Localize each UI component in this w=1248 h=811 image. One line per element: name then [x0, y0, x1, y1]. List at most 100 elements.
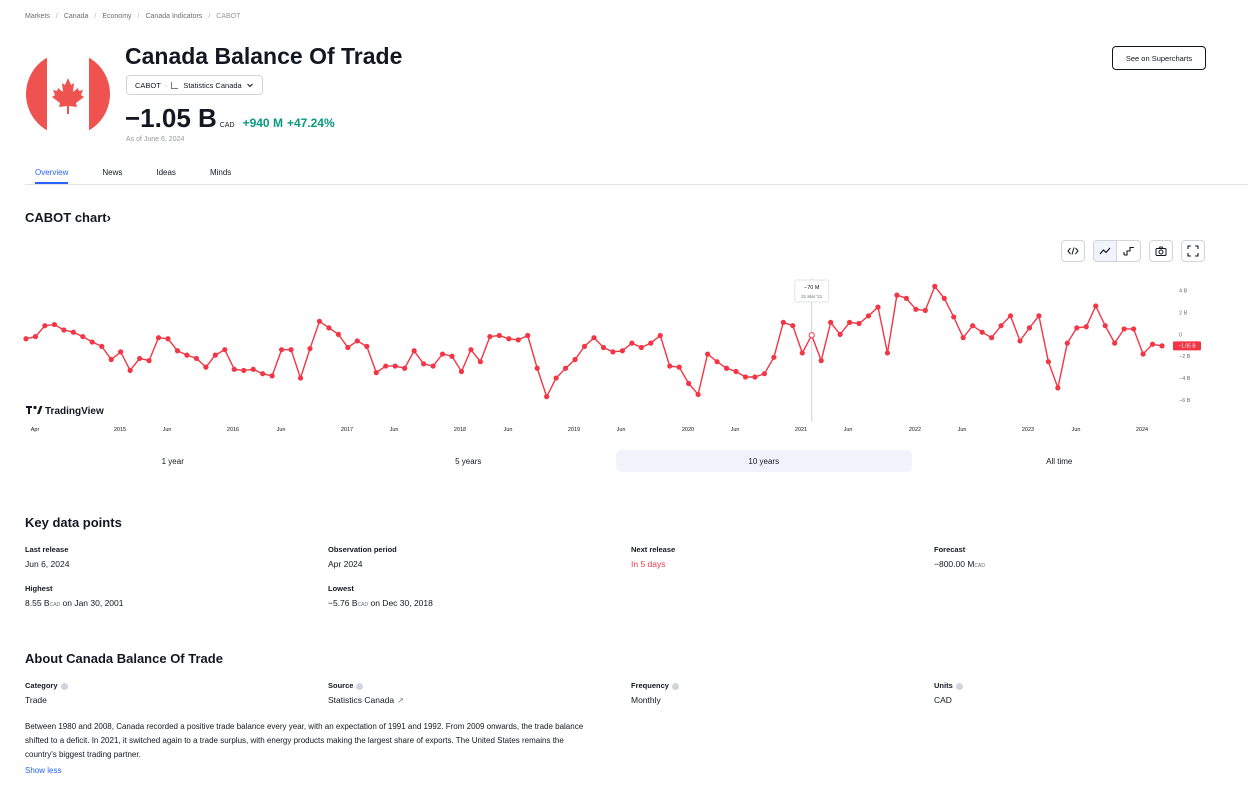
- range-1-year[interactable]: 1 year: [161, 456, 184, 466]
- x-tick-label: 2017: [341, 427, 353, 433]
- breadcrumb-canada[interactable]: Canada: [63, 13, 89, 20]
- data-point: [487, 333, 493, 340]
- info-icon[interactable]: [955, 682, 963, 690]
- data-point: [619, 348, 626, 354]
- data-point: [1083, 324, 1089, 330]
- tradingview-logo: TradingView: [26, 405, 104, 417]
- breadcrumb-markets[interactable]: Markets: [25, 13, 50, 20]
- current-value: −1.05 B CAD +940 M +47.24%: [125, 103, 335, 134]
- show-less-link[interactable]: Show less: [25, 766, 62, 775]
- breadcrumb-economy[interactable]: Economy: [102, 13, 132, 20]
- chart-heading-link[interactable]: CABOT chart›: [25, 210, 111, 225]
- data-point: [165, 336, 171, 342]
- camera-icon: [1155, 246, 1167, 256]
- value-change: +940 M: [242, 116, 283, 130]
- data-point: [439, 351, 446, 357]
- data-point: [563, 365, 569, 371]
- data-point: [989, 335, 995, 341]
- data-point: [1045, 359, 1051, 365]
- as-of-date: As of June 6, 2024: [126, 136, 185, 143]
- data-point: [847, 319, 853, 325]
- data-point: [780, 319, 786, 325]
- data-point: [1074, 325, 1080, 331]
- data-point: [383, 363, 389, 369]
- data-point: [1036, 313, 1042, 319]
- data-point: [581, 343, 588, 350]
- data-point: [42, 323, 48, 329]
- data-point: [970, 323, 976, 329]
- external-link-icon[interactable]: ↗: [397, 696, 404, 705]
- lowest-unit: CAD: [357, 602, 369, 608]
- data-point: [922, 307, 928, 313]
- data-point: [1007, 313, 1014, 319]
- info-icon[interactable]: [356, 682, 364, 690]
- data-point: [89, 339, 95, 345]
- step-chart-button[interactable]: [1117, 240, 1141, 262]
- symbol-source-dropdown[interactable]: CABOT · Statistics Canada: [126, 75, 263, 95]
- snapshot-button[interactable]: [1149, 240, 1173, 262]
- range-10-years[interactable]: 10 years: [616, 450, 912, 472]
- data-point: [733, 368, 739, 375]
- tradingview-logo-slash: [37, 406, 43, 414]
- step-chart-icon: [1122, 246, 1134, 256]
- lowest-value-row: −5.76 BCAD on Dec 30, 2018: [328, 598, 433, 608]
- tab-news[interactable]: News: [102, 168, 123, 177]
- tab-ideas[interactable]: Ideas: [156, 168, 176, 177]
- units-label-row: Units: [934, 681, 963, 690]
- data-point: [279, 347, 285, 353]
- see-on-supercharts-button[interactable]: See on Supercharts: [1112, 46, 1206, 70]
- highest-value: 8.55 B: [25, 598, 50, 608]
- fullscreen-button[interactable]: [1181, 240, 1205, 262]
- tradingview-logo-text: TradingView: [45, 406, 104, 417]
- data-point: [354, 338, 360, 344]
- x-tick-label: Jun: [163, 427, 172, 433]
- data-point: [203, 364, 209, 370]
- source-link[interactable]: Statistics Canada: [328, 695, 395, 705]
- tab-overview[interactable]: Overview: [25, 160, 78, 184]
- data-point: [506, 336, 512, 342]
- data-point: [998, 323, 1004, 329]
- data-point: [250, 366, 256, 372]
- symbol-label: CABOT: [135, 80, 161, 90]
- chart-tooltip: −70 M 31 Mar '21: [794, 279, 830, 303]
- balance-of-trade-chart[interactable]: Apr 2015 Jun 2016 Jun 2017 Jun 2018 Jun 2019 Jun 20…: [0, 270, 1210, 438]
- tab-minds[interactable]: Minds: [209, 168, 232, 177]
- x-tick-label: Jun: [844, 427, 853, 433]
- data-point: [1159, 343, 1165, 349]
- breadcrumb-separator: /: [137, 13, 140, 20]
- last-value-label: −1.05 B: [1173, 341, 1201, 351]
- data-point: [600, 344, 607, 351]
- time-range-selector: 1 year 5 years 10 years All time: [25, 450, 1207, 472]
- tooltip-date: 31 Mar '21: [801, 294, 823, 299]
- data-point: [951, 314, 957, 320]
- range-5-years[interactable]: 5 years: [455, 456, 482, 466]
- breadcrumb-canada-indicators[interactable]: Canada Indicators: [145, 13, 203, 20]
- data-point: [865, 313, 872, 319]
- forecast-label: Forecast: [934, 545, 966, 554]
- data-point: [837, 331, 843, 337]
- embed-button[interactable]: [1061, 240, 1085, 262]
- data-point: [932, 283, 938, 289]
- info-icon[interactable]: [60, 682, 68, 690]
- data-point: [761, 371, 768, 377]
- data-point: [525, 332, 531, 339]
- range-all-time[interactable]: All time: [1046, 456, 1073, 466]
- data-point: [1131, 326, 1137, 332]
- last-release-value: Jun 6, 2024: [25, 559, 70, 569]
- data-point: [695, 391, 701, 398]
- data-point: [875, 304, 881, 310]
- category-label-row: Category: [25, 681, 68, 690]
- tooltip-value: −70 M: [804, 285, 820, 291]
- data-point: [676, 364, 682, 370]
- data-point: [468, 347, 474, 353]
- x-tick-label: Jun: [390, 427, 399, 433]
- data-point: [1093, 303, 1099, 309]
- data-point: [288, 347, 294, 353]
- data-point: [742, 374, 749, 380]
- data-point: [544, 394, 550, 400]
- line-chart-button[interactable]: [1093, 240, 1117, 262]
- data-point: [61, 327, 67, 333]
- info-icon[interactable]: [671, 682, 679, 690]
- last-value-text: −1.05 B: [1178, 344, 1196, 350]
- x-tick-label: Jun: [617, 427, 626, 433]
